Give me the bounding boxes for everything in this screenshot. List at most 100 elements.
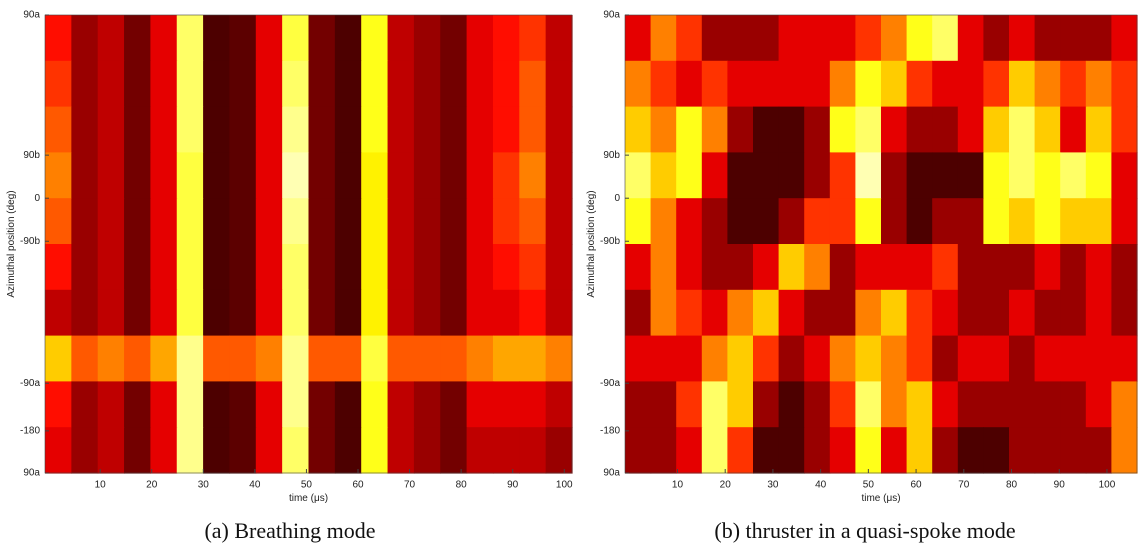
heat-cell [1111, 15, 1138, 62]
heat-cell [778, 60, 805, 108]
heat-cell [229, 381, 257, 428]
heat-cell [229, 15, 257, 62]
heat-cell [176, 381, 204, 428]
heat-cell [625, 106, 652, 153]
heat-cell [1111, 60, 1138, 108]
heat-cell [983, 335, 1010, 382]
heat-cell [545, 335, 573, 382]
heat-cell [881, 427, 908, 474]
x-tick-label: 90 [1054, 480, 1066, 491]
heat-cell [176, 60, 204, 108]
heat-cell [203, 289, 231, 337]
heat-cell [1034, 60, 1061, 108]
heat-cell [650, 244, 677, 291]
heat-cell [906, 335, 933, 382]
heat-cell [150, 152, 178, 199]
heat-cell [1009, 198, 1036, 245]
heat-cell [957, 198, 984, 245]
heat-cell [983, 198, 1010, 245]
heat-cell [255, 335, 283, 382]
x-tick-label: 80 [456, 480, 468, 491]
heat-cell [124, 381, 151, 428]
heat-cell [983, 152, 1010, 199]
heat-cell [255, 60, 283, 108]
heat-cell [308, 289, 336, 337]
heat-cell [440, 427, 468, 474]
plot-frame [624, 14, 1138, 474]
heat-cell [625, 289, 652, 337]
heat-cell [71, 152, 99, 199]
heat-cell [701, 381, 728, 428]
heat-cell [753, 198, 780, 245]
heat-cell [1034, 106, 1061, 153]
heat-cell [203, 198, 231, 245]
heat-cell [1085, 60, 1112, 108]
y-axis-title: Azimuthal position (deg) [6, 190, 17, 297]
heat-cell [778, 15, 805, 62]
heat-cell [492, 15, 520, 62]
heat-cell [334, 427, 362, 474]
heat-cell [676, 198, 703, 245]
heat-cell [855, 335, 882, 382]
heat-cell [150, 244, 178, 291]
heat-cell [203, 106, 231, 153]
heat-cell [676, 289, 703, 337]
heat-cell [1111, 289, 1138, 337]
heat-cell [1009, 15, 1036, 62]
heat-cell [124, 335, 151, 382]
heat-cell [71, 427, 99, 474]
heat-cell [1009, 335, 1036, 382]
heat-cell [932, 106, 959, 153]
heat-cell [1111, 381, 1138, 428]
heat-cell [308, 15, 336, 62]
heat-cell [124, 152, 151, 199]
heat-cell [71, 198, 99, 245]
heat-cell [906, 381, 933, 428]
heat-cell [71, 335, 99, 382]
heat-cell [932, 381, 959, 428]
heat-cell [519, 289, 547, 337]
heat-cell [881, 244, 908, 291]
x-tick-label: 60 [911, 480, 923, 491]
heat-cell [255, 381, 283, 428]
heat-cell [440, 15, 468, 62]
heat-cell [387, 15, 415, 62]
heat-cell [203, 427, 231, 474]
y-axis-title: Azimuthal position (deg) [586, 190, 597, 297]
heat-cell [829, 198, 856, 245]
heat-cell [753, 106, 780, 153]
heat-cell [727, 381, 754, 428]
heat-cell [440, 152, 468, 199]
heat-cell [387, 152, 415, 199]
heat-cell [625, 15, 652, 62]
heat-cell [492, 289, 520, 337]
heat-cell [1009, 381, 1036, 428]
heat-cell [983, 289, 1010, 337]
heat-cell [440, 106, 468, 153]
heat-cell [1111, 427, 1138, 474]
heat-cell [727, 198, 754, 245]
x-tick-label: 60 [352, 480, 364, 491]
heat-cell [97, 106, 125, 153]
heat-cell [855, 60, 882, 108]
heat-cell [361, 152, 389, 199]
heat-cell [282, 198, 310, 245]
heat-cell [466, 244, 494, 291]
heat-cell [753, 381, 780, 428]
heat-cell [1085, 198, 1112, 245]
heat-cell [361, 289, 389, 337]
heat-cell [387, 60, 415, 108]
heat-cell [334, 289, 362, 337]
heat-cell [881, 198, 908, 245]
heat-cell [255, 244, 283, 291]
heat-cell [124, 60, 151, 108]
heat-cell [650, 381, 677, 428]
heat-cell [361, 15, 389, 62]
heat-cell [1060, 198, 1087, 245]
heat-cell [701, 289, 728, 337]
heat-cell [829, 381, 856, 428]
heat-cell [150, 427, 178, 474]
heat-cell [650, 152, 677, 199]
heat-cell [983, 15, 1010, 62]
heat-cell [466, 15, 494, 62]
